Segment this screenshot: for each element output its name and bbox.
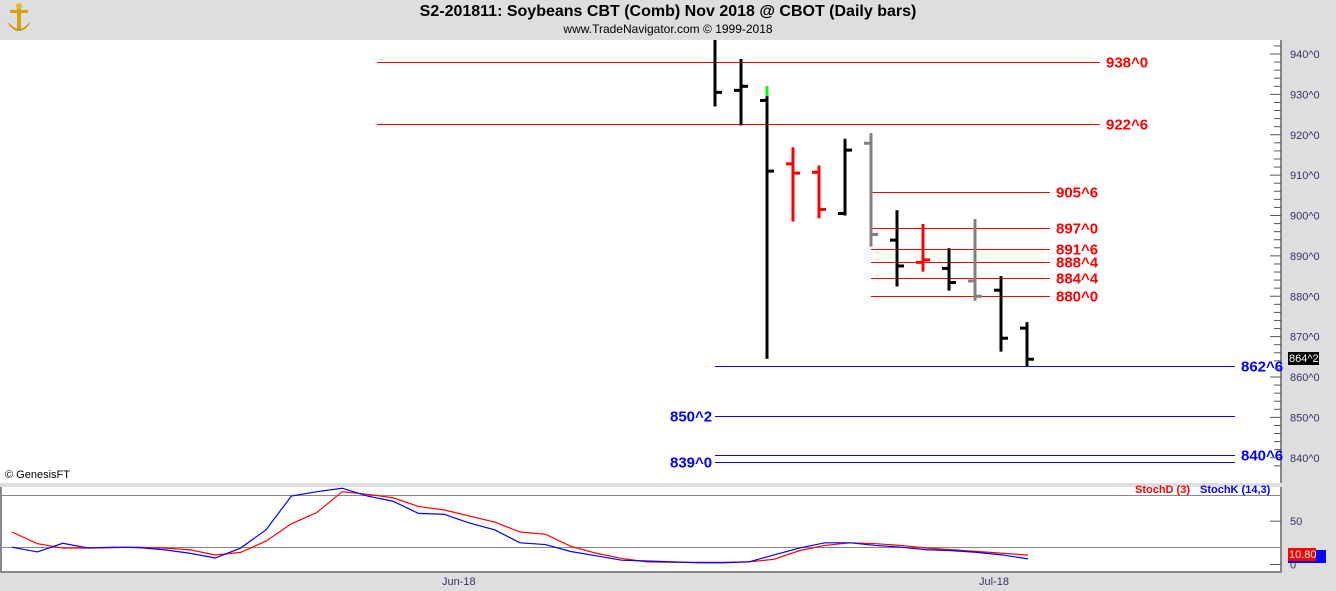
- price-axis-label: 870^0: [1290, 332, 1320, 344]
- legend-stoch-d: StochD (3): [1135, 484, 1190, 496]
- price-axis-label: 910^0: [1290, 170, 1320, 182]
- price-axis-label: 930^0: [1290, 89, 1320, 101]
- stoch-d-last-label: 10.80: [1289, 549, 1317, 561]
- price-axis-label: 890^0: [1290, 251, 1320, 263]
- level-label: 862^6: [1241, 359, 1283, 376]
- level-label: 938^0: [1106, 55, 1148, 72]
- indicator-panel[interactable]: [0, 487, 1281, 572]
- price-axis-label: 840^0: [1290, 453, 1320, 465]
- price-axis-label: 880^0: [1290, 291, 1320, 303]
- level-label: 850^2: [670, 409, 712, 426]
- level-label: 880^0: [1056, 289, 1098, 306]
- level-label: 922^6: [1106, 117, 1148, 134]
- level-label: 884^4: [1056, 271, 1099, 288]
- level-label: 840^6: [1241, 448, 1283, 465]
- level-label: 839^0: [670, 455, 712, 472]
- price-axis-label: 940^0: [1290, 49, 1320, 61]
- last-price-label: 864^2: [1289, 353, 1319, 365]
- level-label: 888^4: [1056, 255, 1099, 272]
- indicator-axis-label: 50: [1290, 516, 1302, 528]
- chart-header: S2-201811: Soybeans CBT (Comb) Nov 2018 …: [0, 0, 1336, 40]
- price-axis-label: 860^0: [1290, 372, 1320, 384]
- date-axis-label: Jun-18: [442, 576, 476, 588]
- date-axis-label: Jul-18: [979, 576, 1009, 588]
- price-axis-label: 900^0: [1290, 211, 1320, 223]
- indicator-axis-label: 0: [1290, 560, 1296, 572]
- chart-title: S2-201811: Soybeans CBT (Comb) Nov 2018 …: [419, 3, 917, 20]
- level-label: 891^6: [1056, 242, 1098, 259]
- price-axis-label: 850^0: [1290, 412, 1320, 424]
- anchor-logo-icon: [7, 3, 31, 31]
- stoch-k-line: [11, 487, 1029, 564]
- copyright-label: © GenesisFT: [5, 469, 70, 481]
- last-price-marker: [1288, 352, 1319, 365]
- level-label: 905^6: [1056, 185, 1098, 202]
- price-panel[interactable]: [0, 40, 1281, 483]
- chart-subtitle: www.TradeNavigator.com © 1999-2018: [563, 22, 773, 36]
- stoch-d-last-marker: [1288, 548, 1316, 561]
- price-axis-label: 920^0: [1290, 130, 1320, 142]
- level-label: 897^0: [1056, 221, 1098, 238]
- legend-stoch-k: StochK (14,3): [1200, 484, 1271, 496]
